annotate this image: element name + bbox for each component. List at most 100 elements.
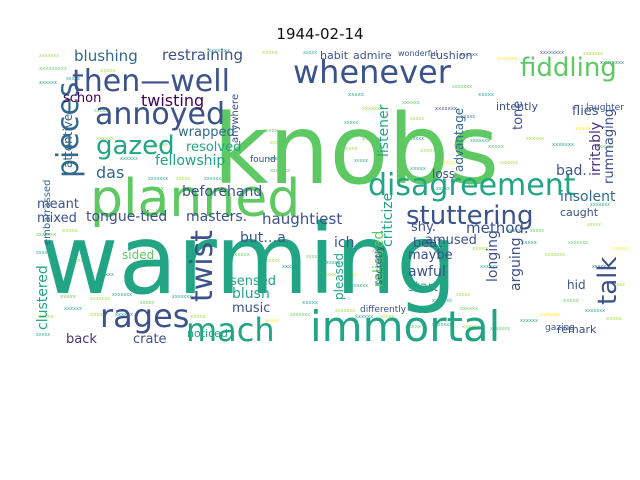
cloud-word-fiddling: fiddling: [520, 53, 617, 83]
cloud-word-sided: sided: [122, 248, 154, 262]
cloud-filler-word: xxxxx: [410, 166, 426, 172]
cloud-word-remark: remark: [557, 323, 597, 336]
cloud-word-attentive: attentive: [61, 114, 75, 168]
cloud-filler-word: xxxxxx: [270, 140, 288, 146]
cloud-filler-word: xxxxxx: [462, 324, 480, 330]
cloud-word-cushion: cushion: [430, 49, 473, 62]
cloud-filler-word: xxxxx: [268, 156, 284, 162]
cloud-filler-word: xxxxxxx: [148, 176, 168, 182]
cloud-word-ich: ich: [334, 235, 354, 251]
cloud-filler-word: xxxxx: [575, 126, 591, 132]
cloud-filler-word: xxxxx: [456, 292, 470, 298]
cloud-filler-word: xxxxx: [344, 272, 358, 278]
cloud-word-meant: meant: [37, 197, 79, 212]
cloud-filler-word: xxxxx: [587, 222, 601, 228]
cloud-word-anywhere: anywhere: [230, 94, 241, 143]
cloud-filler-word: xxxxx: [94, 108, 108, 114]
cloud-word-disagreement: disagreement: [368, 168, 576, 203]
cloud-word-warming: warming: [40, 204, 457, 316]
cloud-filler-word: xxxxxxx: [470, 138, 490, 144]
cloud-word-laughter: laughter: [586, 103, 624, 113]
cloud-filler-word: xxxxxxx: [552, 142, 574, 148]
cloud-filler-word: xxxxxx: [480, 264, 498, 270]
cloud-word-secretly: secretly: [374, 245, 385, 285]
cloud-word-blush: blush: [232, 286, 270, 302]
cloud-word-schon: schon: [63, 91, 101, 106]
cloud-word-found: found: [250, 155, 276, 165]
cloud-word-whenever: whenever: [293, 53, 452, 91]
cloud-filler-word: xxxxx: [606, 316, 622, 322]
cloud-filler-word: xxxxx: [521, 240, 537, 246]
cloud-word-stuttering: stuttering: [406, 201, 534, 231]
cloud-word-rages: rages: [100, 297, 189, 335]
cloud-word-start: start: [408, 280, 438, 295]
cloud-filler-word: xxxxx: [234, 252, 250, 258]
cloud-filler-word: xxxxx: [410, 116, 424, 122]
cloud-word-haughtiest: haughtiest: [262, 210, 342, 228]
cloud-filler-word: xxxxxxx: [435, 106, 457, 112]
cloud-word-differently: differently: [360, 305, 407, 315]
cloud-filler-word: xxxxx: [488, 144, 504, 150]
cloud-filler-word: xxxxx: [380, 314, 394, 320]
cloud-filler-word: xxxxxxx: [208, 48, 230, 54]
cloud-filler-word: xxxxx: [563, 298, 579, 304]
cloud-filler-word: xxxxx: [140, 300, 154, 306]
cloud-word-talk: talk: [593, 257, 623, 305]
cloud-word-mixed: mixed: [37, 211, 77, 226]
cloud-word-bad: bad.: [556, 163, 587, 179]
cloud-filler-word: xxxxx: [62, 228, 78, 234]
cloud-filler-word: xxxxxxx: [490, 326, 510, 332]
cloud-filler-word: xxxxx: [372, 248, 386, 254]
cloud-filler-word: xxxxx: [344, 120, 358, 126]
cloud-filler-word: xxxxx: [436, 186, 450, 192]
cloud-filler-word: xxxxxxx: [39, 53, 59, 59]
cloud-filler-word: xxxxx: [148, 186, 164, 192]
cloud-word-beat: beat: [413, 236, 442, 251]
cloud-filler-word: xxxxxxx: [432, 298, 452, 304]
cloud-filler-word: xxxxxx: [500, 160, 518, 166]
cloud-filler-word: xxxxx: [74, 258, 90, 264]
cloud-filler-word: xxxxx: [90, 312, 106, 318]
cloud-filler-word: xxxxxxx: [497, 56, 517, 62]
cloud-filler-word: xxxxxx: [120, 156, 138, 162]
cloud-filler-word: xxxxxxx: [568, 240, 588, 246]
cloud-word-awful: awful: [408, 264, 446, 280]
cloud-filler-word: xxxxx: [507, 228, 521, 234]
cloud-filler-word: xxxxx: [38, 314, 54, 320]
cloud-word-restraining: restraining: [162, 46, 243, 64]
cloud-filler-word: xxxxxx: [318, 272, 336, 278]
cloud-word-embarrassed: embarrassed: [42, 180, 53, 245]
cloud-word-tongue-tied: tongue-tied: [86, 209, 167, 225]
cloud-word-clustered: clustered: [35, 265, 51, 330]
cloud-filler-word: xxxxxx: [362, 136, 380, 142]
cloud-filler-word: xxxxxxx: [204, 176, 224, 182]
cloud-filler-word: xxxxx: [342, 146, 358, 152]
cloud-word-twist: twist: [185, 230, 220, 302]
cloud-filler-word: xxxxx: [176, 176, 190, 182]
cloud-filler-word: xxxxxxx: [583, 51, 603, 57]
cloud-word-habit: habit: [320, 49, 349, 62]
cloud-filler-word: xxxxxxx: [112, 292, 132, 298]
cloud-filler-word: xxxxxx: [282, 264, 300, 270]
cloud-filler-word: xxxxxx: [355, 314, 373, 320]
cloud-filler-word: xxxxxx: [526, 136, 544, 142]
cloud-word-blushing: blushing: [74, 47, 138, 65]
cloud-word-loss: loss: [432, 167, 455, 181]
cloud-word-knobs: knobs: [213, 94, 499, 206]
cloud-filler-word: xxxxxxx: [348, 283, 368, 289]
cloud-word-das: das: [96, 163, 124, 182]
cloud-word-method: method.: [466, 219, 529, 237]
cloud-filler-word: xxxxxxx: [270, 168, 290, 174]
cloud-filler-word: xxxxxxx: [260, 258, 280, 264]
cloud-filler-word: xxxxxx: [520, 318, 538, 324]
cloud-filler-word: xxxxxxx: [36, 232, 56, 238]
cloud-filler-word: xxxxxx: [612, 246, 630, 252]
cloud-word-then-well: then—well: [72, 64, 230, 99]
cloud-word-pleased: pleased: [332, 253, 346, 300]
cloud-filler-word: xxxxx: [262, 128, 278, 134]
cloud-filler-word: xxxxx: [66, 76, 80, 82]
cloud-filler-word: xxxxx: [461, 114, 475, 120]
cloud-word-beforehand: beforehand: [182, 184, 262, 200]
cloud-filler-word: xxxxx: [405, 324, 421, 330]
